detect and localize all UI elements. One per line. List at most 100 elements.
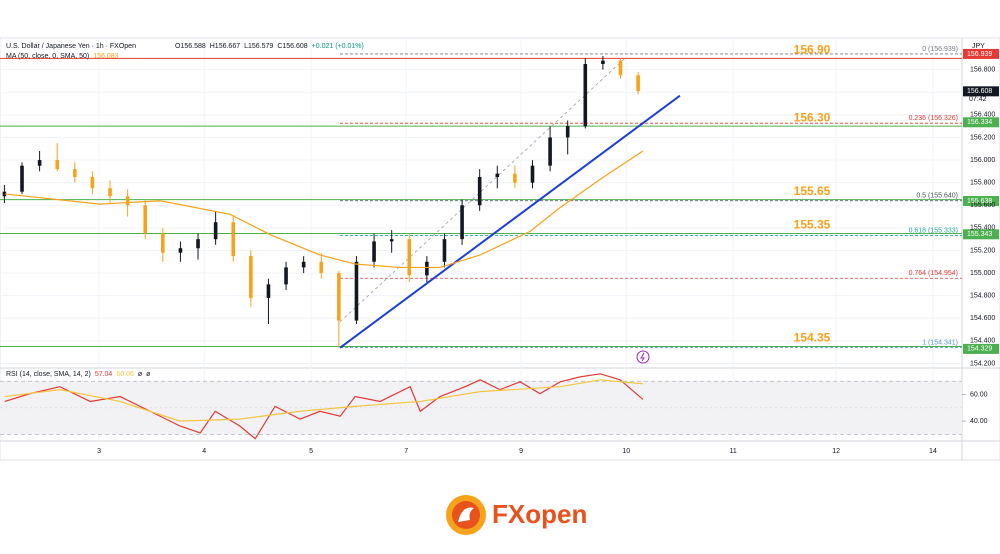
y-tick-label: 156.600	[970, 89, 995, 96]
x-tick-label: 5	[309, 448, 313, 455]
candle-body	[249, 256, 253, 298]
fib-level-label: 0.236 (156.326)	[909, 115, 958, 122]
ohlc-value: C156.608	[277, 43, 307, 50]
candle-body	[178, 248, 183, 253]
price-badge-label: 156.608	[967, 88, 992, 95]
candle-body	[442, 239, 447, 262]
candle-body	[2, 191, 7, 197]
x-tick-label: 9	[519, 448, 523, 455]
price-badge	[963, 117, 999, 128]
fib-anchor	[339, 58, 626, 322]
price-badge-label: 155.343	[967, 231, 992, 238]
y-tick-label: 155.200	[970, 247, 995, 254]
candle-body	[495, 173, 500, 178]
y-tick-label: 156.200	[970, 134, 995, 141]
legend-value: 57.04	[95, 371, 113, 378]
y-tick-label: 155.400	[970, 225, 995, 232]
ohlc-value: L156.579	[244, 43, 273, 50]
candle-body	[20, 165, 24, 192]
candle-body	[125, 196, 130, 206]
x-tick-label: 14	[929, 448, 937, 455]
candle-body	[284, 267, 288, 285]
price-badge-label: 154.329	[967, 346, 992, 353]
legend-value: 156.083	[93, 53, 118, 60]
labels-layer: 3 4 5 7 9 10 11 12 14 154.200 154.400 154.600 154.80…	[6, 43, 995, 455]
fib-level-label: 1 (154.341)	[922, 339, 958, 346]
x-tick-label: 10	[622, 448, 630, 455]
level-label: 155.35	[794, 218, 831, 232]
level-label: 156.90	[794, 43, 831, 57]
candle-body	[213, 222, 218, 240]
rsi-ma-line	[4, 379, 644, 422]
candle-body	[143, 205, 148, 234]
chart-title: U.S. Dollar / Japanese Yen · 1h · FXOpen	[6, 43, 136, 50]
fib-level-label: 0 (156.939)	[922, 46, 958, 53]
x-tick-label: 11	[730, 448, 737, 455]
candle-body	[389, 239, 394, 242]
price-badge	[963, 343, 999, 354]
candle-body	[55, 160, 60, 170]
price-badge	[963, 86, 999, 97]
fib-level-label: 0.5 (155.640)	[916, 193, 958, 200]
countdown: 07:42	[969, 96, 987, 103]
y-tick-label: 156.000	[970, 157, 995, 164]
candle-body	[231, 222, 236, 257]
event-icon[interactable]	[636, 350, 650, 364]
event-icon-bolt	[640, 352, 645, 362]
candle-body	[161, 233, 165, 253]
x-tick-label: 4	[202, 448, 206, 455]
price-badge-label: 156.334	[967, 119, 992, 126]
candle-body	[407, 239, 412, 276]
logo: FXopen	[446, 495, 587, 535]
y-tick-label: 154.600	[970, 315, 995, 322]
grid-layer	[0, 38, 966, 441]
candle-body	[460, 205, 464, 240]
rsi-tick-label: 40.00	[970, 418, 988, 425]
candle-body	[618, 60, 623, 76]
chart-frame	[0, 37, 1000, 461]
ohlc-value: +0.021 (+0.01%)	[312, 43, 364, 50]
candle-body	[548, 137, 552, 166]
legend-entry: MA (50, close, 0, SMA, 50)	[6, 53, 89, 60]
candle-body	[337, 273, 341, 321]
candle-body	[425, 261, 429, 276]
x-tick-label: 7	[404, 448, 408, 455]
candle-body	[513, 173, 517, 183]
candle-body	[301, 261, 306, 268]
price-badge-label: 156.939	[967, 51, 992, 58]
fib-level-label: 0.618 (155.333)	[909, 227, 958, 234]
legend-value: ø	[138, 371, 143, 378]
y-tick-label: 155.800	[970, 180, 995, 187]
x-tick-label: 3	[97, 448, 101, 455]
y-tick-label: 156.400	[970, 112, 995, 119]
candle-body	[37, 160, 42, 166]
candle-body	[319, 261, 324, 274]
logo-text: FXopen	[492, 499, 587, 529]
price-badge-label: 155.638	[967, 198, 992, 205]
candle-body	[354, 261, 359, 321]
y-tick-label: 155.600	[970, 202, 995, 209]
currency: JPY	[972, 43, 985, 50]
candle-body	[196, 239, 200, 249]
candle-body	[90, 177, 95, 189]
candle-body	[583, 63, 588, 127]
ohlc-value: O156.588	[175, 43, 206, 50]
legend-value: ø	[146, 371, 151, 378]
marks-layer	[0, 48, 999, 440]
rsi-tick-label: 60.00	[970, 391, 988, 398]
level-label: 156.30	[794, 110, 831, 124]
y-tick-label: 155.000	[970, 270, 995, 277]
candle-body	[372, 241, 376, 262]
level-label: 154.35	[794, 331, 831, 345]
fib-level-label: 0.764 (154.954)	[909, 270, 958, 277]
level-label: 155.65	[794, 184, 831, 198]
x-tick-label: 12	[832, 448, 840, 455]
price-badge	[963, 229, 999, 240]
candle-body	[266, 284, 271, 298]
candle-body	[601, 60, 605, 64]
ohlc-value: H156.667	[210, 43, 240, 50]
candle-body	[636, 75, 640, 92]
moving-average-line	[4, 150, 644, 269]
trendline	[339, 94, 681, 349]
